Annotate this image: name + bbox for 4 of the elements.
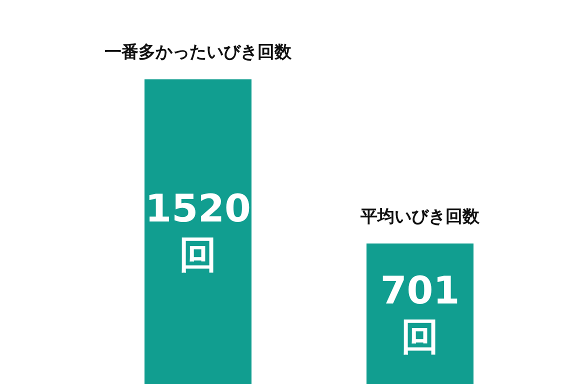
x-tick-label: 一番多かったいびき回数: [104, 42, 292, 63]
data-label: 1520回: [145, 186, 251, 277]
data-label: 701回: [380, 268, 460, 359]
x-tick-label: 平均いびき回数: [360, 206, 480, 227]
